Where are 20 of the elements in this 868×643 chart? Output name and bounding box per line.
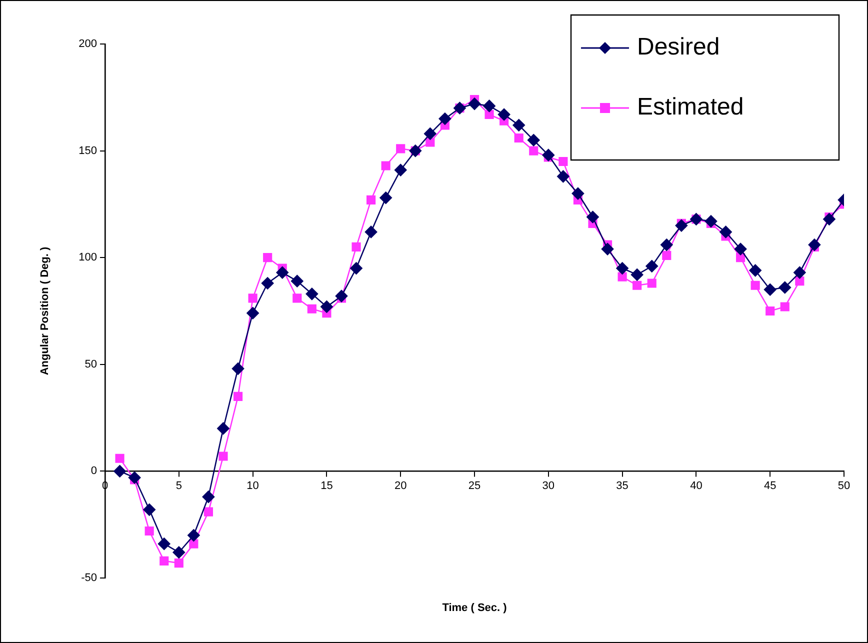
y-tick-label: 50: [84, 358, 97, 370]
legend-label: Estimated: [637, 94, 744, 121]
x-tick-label: 40: [690, 480, 702, 492]
legend-label: Desired: [637, 34, 720, 61]
y-axis-title: Angular Position ( Deg. ): [39, 246, 52, 376]
x-tick-label: 15: [320, 480, 333, 492]
x-tick-label: 30: [542, 480, 555, 492]
y-tick-label: 0: [90, 465, 97, 478]
x-tick-label: 25: [468, 480, 481, 492]
y-tick-label: -50: [81, 572, 97, 584]
y-tick-label: 100: [78, 252, 97, 264]
x-tick-label: 10: [246, 480, 259, 492]
y-tick-label: 150: [78, 144, 97, 157]
x-axis-title: Time ( Sec. ): [442, 602, 508, 614]
x-tick-label: 20: [394, 480, 407, 492]
x-tick-label: 5: [176, 480, 182, 492]
x-tick-label: 45: [764, 480, 776, 492]
x-tick-label: 35: [616, 480, 628, 492]
x-tick-label: 50: [838, 480, 850, 492]
y-tick-label: 200: [78, 38, 97, 50]
